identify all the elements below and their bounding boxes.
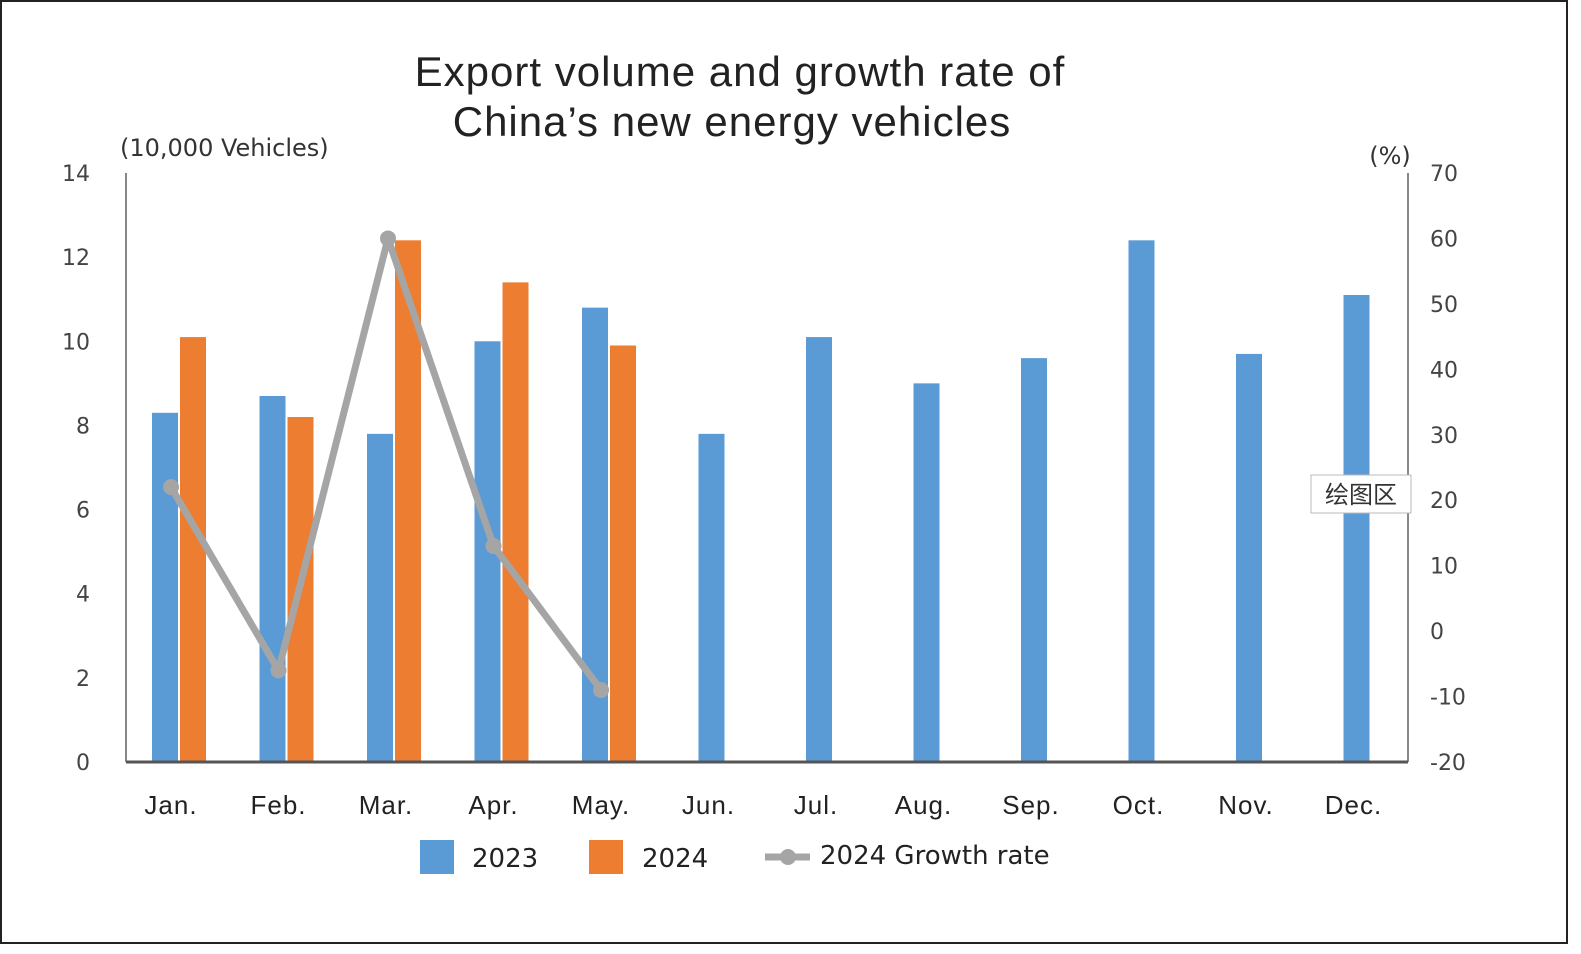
x-tick-label-dec: Dec. (1325, 790, 1382, 820)
y-right-tick-label: 60 (1430, 227, 1458, 252)
bar-2023-oct (1128, 240, 1155, 763)
y-right-tick-label: -20 (1430, 751, 1466, 776)
chart-title-line-2: China’s new energy vehicles (453, 98, 1012, 145)
x-tick-label-jul: Jul. (794, 790, 838, 820)
bar-2023-sep (1021, 358, 1047, 762)
legend-swatch-2023 (420, 840, 454, 874)
bar-2023-jul (806, 337, 832, 762)
x-axis-ticks: Jan. Feb. Mar. Apr. May. Jun. Jul. Aug. Sep. Oct.… (144, 790, 1382, 820)
growth-rate-line-group (163, 230, 609, 699)
growth-rate-point-mar (380, 230, 396, 247)
y-left-tick-label: 6 (76, 499, 90, 524)
x-tick-label-mar: Mar. (359, 790, 414, 820)
x-tick-label-feb: Feb. (250, 790, 306, 820)
y-right-tick-label: 40 (1430, 358, 1458, 383)
y-right-tick-label: 20 (1430, 489, 1458, 514)
x-tick-label-apr: Apr. (468, 790, 518, 820)
y-right-tick-label: 70 (1430, 162, 1458, 187)
bar-2023-dec (1343, 295, 1370, 762)
growth-rate-point-jan (163, 479, 179, 496)
tooltip-text: 绘图区 (1325, 481, 1397, 509)
bar-2023-jun (698, 433, 725, 762)
y-left-tick-label: 10 (62, 330, 90, 355)
x-tick-label-nov: Nov. (1218, 790, 1274, 820)
legend-swatch-growth-marker (780, 849, 796, 865)
growth-rate-point-feb (270, 662, 287, 679)
tooltip-box (1310, 474, 1412, 514)
bars-group (152, 240, 1370, 763)
bar-2024-jan (180, 337, 206, 762)
y-right-tick-label: 50 (1430, 293, 1458, 318)
legend-label-growth-rate: 2024 Growth rate (820, 841, 1050, 871)
y-right-tick-label: 10 (1430, 555, 1458, 580)
x-tick-label-may: May. (572, 790, 630, 820)
x-tick-label-sep: Sep. (1002, 790, 1060, 820)
y-left-tick-label: 12 (62, 246, 90, 271)
axes-group (125, 173, 1409, 764)
y-left-tick-label: 4 (76, 583, 90, 608)
bar-2023-jan (152, 412, 178, 762)
y-axis-left-ticks: 0 2 4 6 8 10 12 14 (62, 162, 90, 776)
y-right-tick-label: 30 (1430, 424, 1458, 449)
growth-rate-point-may (593, 682, 609, 699)
y-axis-left-label: (10,000 Vehicles) (120, 134, 329, 162)
plot-area-tooltip: 绘图区 (1310, 474, 1412, 514)
legend-label-2024: 2024 (642, 844, 708, 874)
y-left-tick-label: 14 (62, 162, 90, 187)
y-left-tick-label: 2 (76, 667, 90, 692)
bar-2024-may (610, 345, 636, 762)
legend: 2023 2024 2024 Growth rate (420, 840, 1050, 874)
y-left-tick-label: 8 (76, 414, 90, 439)
bar-2023-nov (1236, 353, 1262, 762)
x-tick-label-oct: Oct. (1113, 790, 1165, 820)
bar-2023-mar (367, 433, 393, 762)
bar-2023-aug (913, 383, 940, 762)
legend-label-2023: 2023 (472, 844, 538, 874)
legend-swatch-2024 (589, 840, 623, 874)
x-tick-label-aug: Aug. (895, 790, 953, 820)
bar-2023-feb (259, 395, 286, 762)
x-tick-label-jun: Jun. (682, 790, 735, 820)
y-right-tick-label: -10 (1430, 686, 1466, 711)
x-tick-label-jan: Jan. (144, 790, 197, 820)
bar-2024-apr (502, 282, 529, 762)
y-right-tick-label: 0 (1430, 620, 1444, 645)
y-axis-right-ticks: -20 -10 0 10 20 30 40 50 60 70 (1430, 162, 1466, 776)
chart-title-line-1: Export volume and growth rate of (415, 48, 1066, 95)
growth-rate-point-apr (485, 538, 502, 555)
y-axis-right-label: (%) (1369, 142, 1411, 170)
y-left-tick-label: 0 (76, 751, 90, 776)
